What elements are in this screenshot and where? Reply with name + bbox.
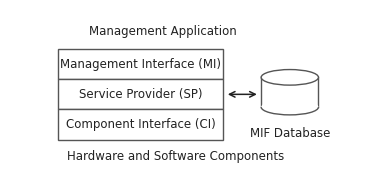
Text: Hardware and Software Components: Hardware and Software Components (67, 150, 284, 163)
Text: Service Provider (SP): Service Provider (SP) (79, 88, 202, 101)
Ellipse shape (261, 70, 319, 85)
Bar (58, 109, 223, 140)
Bar (58, 79, 223, 109)
Text: Management Application: Management Application (89, 26, 237, 38)
Text: Management Interface (MI): Management Interface (MI) (60, 58, 221, 71)
Bar (261, 77, 319, 107)
Ellipse shape (261, 99, 319, 115)
Text: Component Interface (CI): Component Interface (CI) (66, 118, 216, 131)
Bar (58, 49, 223, 79)
Text: MIF Database: MIF Database (250, 127, 330, 140)
